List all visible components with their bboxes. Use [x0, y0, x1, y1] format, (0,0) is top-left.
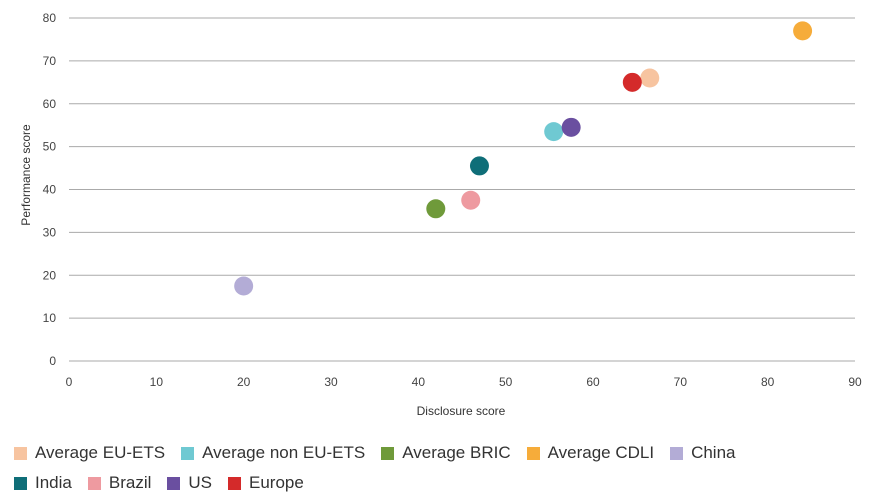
y-tick-label: 40 [43, 183, 57, 197]
data-point-brazil [461, 190, 481, 210]
gridlines [69, 17, 855, 362]
x-tick-label: 90 [848, 375, 862, 389]
legend-swatch [228, 476, 242, 490]
legend-item: Average BRIC [381, 438, 511, 468]
legend-label: Average CDLI [547, 443, 655, 462]
x-tick-label: 40 [412, 375, 426, 389]
data-point-india [469, 156, 489, 176]
data-point-average-eu-ets [640, 68, 660, 88]
y-tick-label: 50 [43, 140, 57, 154]
data-point-average-bric [426, 199, 446, 219]
legend-label: China [691, 443, 736, 462]
legend-label: Brazil [108, 473, 152, 492]
legend-item: Average non EU-ETS [181, 438, 365, 468]
legend-label: Europe [249, 473, 304, 492]
legend-swatch [526, 446, 540, 460]
data-points [234, 21, 813, 296]
data-point-europe [622, 72, 642, 92]
legend-swatch [167, 476, 181, 490]
legend-item: China [670, 438, 736, 468]
y-tick-label: 70 [43, 54, 57, 68]
x-tick-labels: 0 10 20 30 40 50 60 70 80 90 [66, 375, 862, 389]
legend-swatch [181, 446, 195, 460]
legend-item: Average EU-ETS [14, 438, 165, 468]
data-point-average-cdli [793, 21, 813, 41]
x-tick-label: 20 [237, 375, 251, 389]
y-tick-label: 10 [43, 311, 57, 325]
x-tick-label: 50 [499, 375, 513, 389]
x-tick-label: 0 [66, 375, 73, 389]
y-tick-labels: 0 10 20 30 40 50 60 70 80 [43, 11, 57, 368]
data-point-average-non-eu-ets [544, 122, 564, 142]
legend-label: Average non EU-ETS [202, 443, 366, 462]
x-tick-label: 10 [150, 375, 164, 389]
legend-item: US [167, 468, 212, 498]
x-axis-title: Disclosure score [417, 404, 506, 418]
legend-swatch [14, 446, 27, 460]
y-tick-label: 20 [43, 268, 57, 282]
legend-item: Brazil [87, 468, 152, 498]
data-point-china [234, 276, 254, 296]
legend-row: India Brazil US Europe [14, 468, 874, 498]
legend-item: Average CDLI [526, 438, 655, 468]
legend-label: Average BRIC [402, 443, 511, 462]
legend-swatch [87, 476, 101, 490]
scatter-chart: 0 10 20 30 40 50 60 70 80 0 10 20 30 40 50 60 70 80 90 Di… [19, 11, 862, 418]
legend-swatch [381, 446, 395, 460]
legend-item: India [14, 468, 72, 498]
x-tick-label: 70 [674, 375, 688, 389]
x-tick-label: 80 [761, 375, 775, 389]
legend-label: Average EU-ETS [35, 443, 166, 462]
legend-label: US [188, 473, 213, 492]
legend: Average EU-ETS Average non EU-ETS Average … [14, 438, 874, 498]
legend-label: India [35, 473, 72, 492]
legend-swatch [670, 446, 684, 460]
y-tick-label: 80 [43, 11, 57, 25]
y-tick-label: 60 [43, 97, 57, 111]
x-tick-label: 30 [324, 375, 338, 389]
legend-item: Europe [228, 468, 304, 498]
y-tick-label: 30 [43, 225, 57, 239]
legend-swatch [14, 476, 27, 490]
y-axis-title: Performance score [19, 124, 33, 226]
y-tick-label: 0 [49, 354, 56, 368]
x-tick-label: 60 [586, 375, 600, 389]
data-point-us [561, 117, 581, 137]
legend-row: Average EU-ETS Average non EU-ETS Average … [14, 438, 874, 468]
